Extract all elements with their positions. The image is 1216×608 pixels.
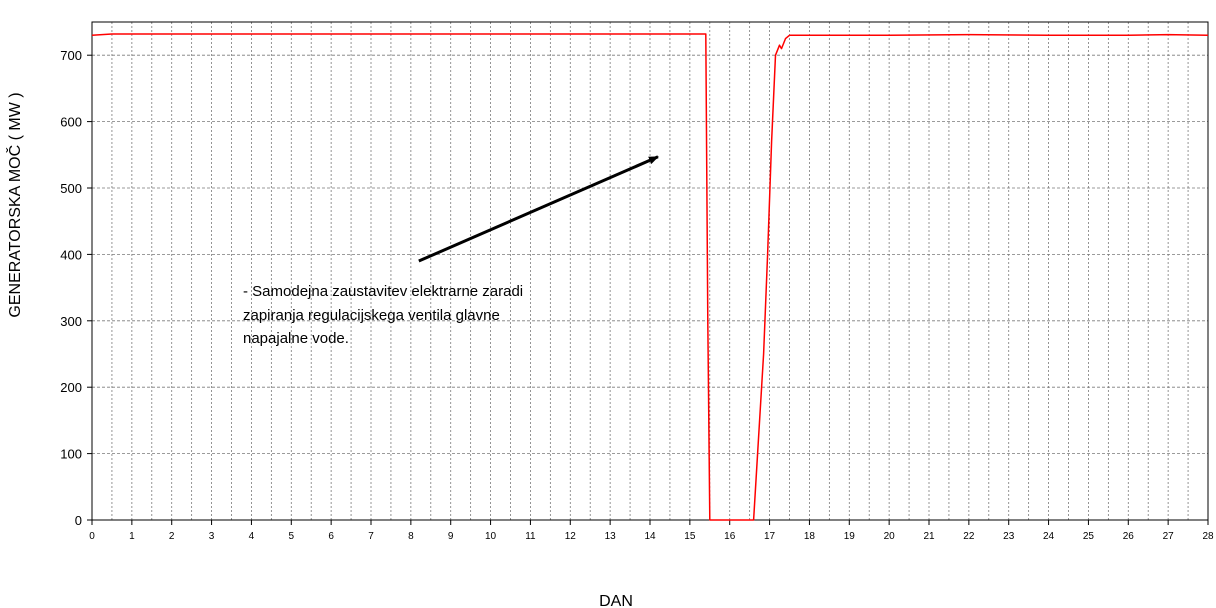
x-tick-label: 6 [328, 531, 334, 542]
annotation-line-2: zapiranja regulacijskega ventila glavne [243, 307, 500, 324]
y-tick-label: 700 [60, 48, 82, 63]
x-tick-label: 16 [724, 531, 736, 542]
x-tick-label: 19 [844, 531, 856, 542]
x-axis: 0 1 2 3 4 5 6 7 8 9 10 11 12 13 14 15 16 17 18 19 20 21 22 23 24… [89, 520, 1214, 542]
y-tick-label: 300 [60, 314, 82, 329]
y-tick-label: 400 [60, 247, 82, 262]
y-tick-label: 100 [60, 447, 82, 462]
annotation-text: - Samodejna zaustavitev elektrarne zarad… [243, 283, 527, 347]
y-tick-label: 200 [60, 380, 82, 395]
x-tick-label: 13 [605, 531, 617, 542]
x-tick-label: 22 [963, 531, 975, 542]
x-tick-label: 21 [923, 531, 935, 542]
y-tick-label: 600 [60, 115, 82, 130]
annotation-arrow [418, 155, 659, 263]
y-axis: 0 100 200 300 400 500 600 700 [60, 48, 92, 528]
x-tick-label: 12 [565, 531, 577, 542]
x-tick-label: 24 [1043, 531, 1055, 542]
x-tick-label: 20 [884, 531, 896, 542]
x-tick-label: 8 [408, 531, 414, 542]
annotation-line-1: - Samodejna zaustavitev elektrarne zarad… [243, 283, 523, 300]
x-tick-label: 18 [804, 531, 816, 542]
x-axis-title: DAN [599, 593, 633, 608]
x-tick-label: 3 [209, 531, 215, 542]
x-tick-label: 23 [1003, 531, 1015, 542]
x-tick-label: 5 [289, 531, 295, 542]
y-axis-title: GENERATORSKA MOČ ( MW ) [5, 92, 24, 317]
x-tick-label: 25 [1083, 531, 1095, 542]
x-tick-label: 15 [684, 531, 696, 542]
x-tick-label: 0 [89, 531, 95, 542]
x-tick-label: 26 [1123, 531, 1135, 542]
series-line [91, 33, 1209, 521]
x-tick-label: 28 [1202, 531, 1214, 542]
grid [92, 22, 1208, 520]
x-tick-label: 4 [249, 531, 255, 542]
x-tick-label: 1 [129, 531, 135, 542]
x-tick-label: 7 [368, 531, 374, 542]
x-tick-label: 14 [644, 531, 656, 542]
y-tick-label: 0 [75, 513, 82, 528]
y-tick-label: 500 [60, 181, 82, 196]
x-tick-label: 10 [485, 531, 497, 542]
x-tick-label: 27 [1163, 531, 1175, 542]
x-tick-label: 11 [525, 531, 536, 542]
x-tick-label: 2 [169, 531, 175, 542]
annotation-line-3: napajalne vode. [243, 330, 349, 347]
x-tick-label: 9 [448, 531, 454, 542]
x-tick-label: 17 [764, 531, 776, 542]
